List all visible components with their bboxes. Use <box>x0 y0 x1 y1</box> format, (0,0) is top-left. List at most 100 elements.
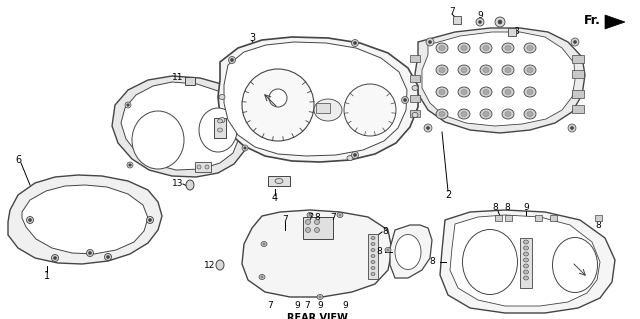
Ellipse shape <box>351 40 358 47</box>
Ellipse shape <box>242 145 248 151</box>
Ellipse shape <box>573 41 577 43</box>
Bar <box>410 110 420 117</box>
Ellipse shape <box>125 102 131 108</box>
Ellipse shape <box>148 219 152 221</box>
Polygon shape <box>242 210 392 297</box>
Ellipse shape <box>230 58 234 62</box>
Ellipse shape <box>218 119 223 123</box>
Ellipse shape <box>129 164 131 166</box>
Ellipse shape <box>458 65 470 75</box>
Ellipse shape <box>524 264 529 268</box>
Ellipse shape <box>439 90 445 94</box>
Ellipse shape <box>371 272 375 276</box>
Ellipse shape <box>88 251 92 255</box>
Ellipse shape <box>498 20 502 24</box>
Polygon shape <box>121 82 240 170</box>
Ellipse shape <box>524 276 529 280</box>
Ellipse shape <box>337 212 343 218</box>
Ellipse shape <box>568 124 576 132</box>
Ellipse shape <box>307 212 313 218</box>
Text: 8: 8 <box>376 248 382 256</box>
Ellipse shape <box>371 249 375 251</box>
Ellipse shape <box>502 87 514 97</box>
Polygon shape <box>112 76 250 177</box>
Ellipse shape <box>436 65 448 75</box>
Bar <box>572 105 584 113</box>
Ellipse shape <box>199 108 237 152</box>
Ellipse shape <box>244 114 246 116</box>
Ellipse shape <box>127 162 133 168</box>
Ellipse shape <box>314 99 342 121</box>
Ellipse shape <box>426 38 434 46</box>
Ellipse shape <box>527 90 533 94</box>
Ellipse shape <box>480 109 492 119</box>
Ellipse shape <box>524 65 536 75</box>
Bar <box>453 16 461 24</box>
Ellipse shape <box>216 260 224 270</box>
Text: 13: 13 <box>172 179 184 188</box>
Text: 8: 8 <box>314 213 320 222</box>
Text: 6: 6 <box>15 155 21 165</box>
Ellipse shape <box>570 127 573 130</box>
Ellipse shape <box>458 43 470 53</box>
Polygon shape <box>422 32 575 126</box>
Polygon shape <box>440 210 615 313</box>
Ellipse shape <box>371 266 375 270</box>
Ellipse shape <box>461 112 467 116</box>
Text: H: H <box>273 93 283 103</box>
Ellipse shape <box>461 90 467 94</box>
Ellipse shape <box>339 214 341 216</box>
Text: 9: 9 <box>294 300 300 309</box>
Ellipse shape <box>524 240 529 244</box>
Ellipse shape <box>401 97 408 103</box>
Bar <box>268 176 290 186</box>
Ellipse shape <box>480 65 492 75</box>
Bar <box>410 75 420 82</box>
Text: 12: 12 <box>204 261 215 270</box>
Bar <box>303 217 333 239</box>
Bar <box>368 234 378 279</box>
Text: 9: 9 <box>477 11 483 20</box>
Ellipse shape <box>242 69 314 141</box>
Ellipse shape <box>524 43 536 53</box>
Ellipse shape <box>483 46 489 50</box>
Ellipse shape <box>424 124 432 132</box>
Text: 8: 8 <box>504 204 510 212</box>
Ellipse shape <box>147 217 154 224</box>
Polygon shape <box>22 185 148 254</box>
Text: 7: 7 <box>282 216 288 225</box>
Ellipse shape <box>524 270 529 274</box>
Ellipse shape <box>86 249 93 256</box>
Polygon shape <box>390 225 432 278</box>
Polygon shape <box>8 175 162 264</box>
Ellipse shape <box>314 219 319 225</box>
Ellipse shape <box>571 38 579 46</box>
Ellipse shape <box>132 111 184 169</box>
Ellipse shape <box>439 112 445 116</box>
Polygon shape <box>224 42 407 156</box>
Ellipse shape <box>436 43 448 53</box>
Ellipse shape <box>344 84 396 136</box>
Ellipse shape <box>502 65 514 75</box>
Text: 3: 3 <box>249 33 255 43</box>
Ellipse shape <box>505 46 511 50</box>
Ellipse shape <box>371 261 375 263</box>
Ellipse shape <box>205 165 209 169</box>
Ellipse shape <box>104 254 111 261</box>
Ellipse shape <box>319 296 321 298</box>
Bar <box>410 95 420 102</box>
Ellipse shape <box>308 214 311 216</box>
Ellipse shape <box>305 219 310 225</box>
Text: 7: 7 <box>307 213 313 222</box>
Bar <box>508 28 516 36</box>
Ellipse shape <box>524 246 529 250</box>
Ellipse shape <box>26 217 33 224</box>
Bar <box>214 118 226 138</box>
Bar <box>495 215 502 221</box>
Text: 8: 8 <box>595 220 601 229</box>
Ellipse shape <box>385 248 391 253</box>
Ellipse shape <box>51 255 58 262</box>
Text: 1: 1 <box>44 271 50 281</box>
Ellipse shape <box>218 128 223 132</box>
Ellipse shape <box>524 258 529 262</box>
